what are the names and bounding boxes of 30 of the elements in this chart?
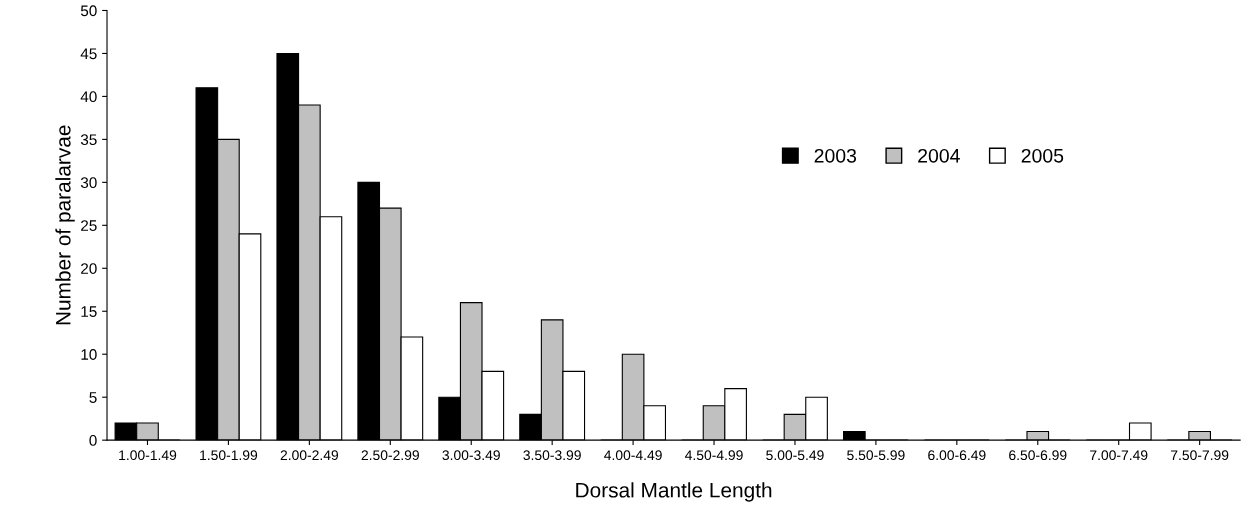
- y-tick-label: 0: [89, 435, 97, 446]
- x-tick-label: 3.50-3.99: [523, 450, 581, 461]
- x-tick-label: 7.50-7.99: [1171, 450, 1229, 461]
- x-tick-label: 2.50-2.99: [361, 450, 419, 461]
- x-tick-label: 3.00-3.49: [442, 450, 500, 461]
- x-tick-label: 2.00-2.49: [280, 450, 339, 461]
- x-tick-label: 1.00-1.49: [119, 450, 177, 461]
- x-tick-label: 1.50-1.99: [200, 450, 258, 461]
- x-tick-label: 6.00-6.49: [928, 450, 986, 461]
- y-tick-label: 50: [80, 5, 97, 17]
- y-tick-label: 15: [81, 306, 97, 317]
- y-tick-label: 30: [80, 177, 97, 189]
- y-tick-label: 10: [81, 349, 97, 360]
- x-tick-label: 5.50-5.99: [847, 450, 905, 461]
- x-tick-label: 4.00-4.49: [604, 450, 662, 461]
- y-tick-label: 45: [80, 48, 97, 60]
- x-tick-label: 5.00-5.49: [766, 450, 824, 461]
- y-tick-label: 40: [80, 91, 97, 103]
- y-axis-title: Number of paralarvae: [55, 125, 75, 325]
- x-axis-title: Dorsal Mantle Length: [576, 482, 772, 502]
- y-tick-label: 20: [81, 263, 97, 274]
- x-tick-label: 6.50-6.99: [1009, 450, 1067, 461]
- legend-label: 2003: [814, 148, 857, 163]
- y-tick-label: 5: [89, 392, 97, 403]
- legend-label: 2005: [1021, 148, 1064, 163]
- y-tick-label: 25: [81, 220, 97, 232]
- x-tick-label: 7.00-7.49: [1090, 450, 1148, 461]
- x-tick-label: 4.50-4.99: [685, 450, 743, 461]
- legend-label: 2004: [918, 148, 960, 163]
- y-tick-label: 35: [80, 134, 97, 146]
